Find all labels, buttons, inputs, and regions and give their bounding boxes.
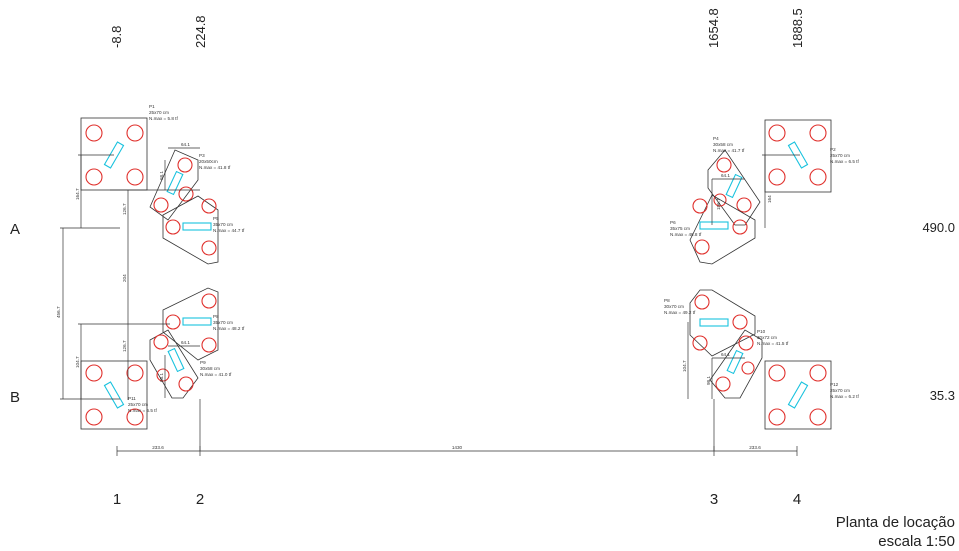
row-label-a: A [10, 221, 20, 238]
pile-cap-p6: P6 35x75 cm N.max = 48.8 tf [670, 194, 756, 265]
cap-p11-name: P11 [128, 396, 136, 401]
col-label-3: 3 [710, 491, 718, 508]
cap-p5-load: N.max = 44.7 tf [213, 228, 245, 233]
dim-bottom-right: 233.6 [749, 445, 761, 450]
cap-p1-name: P1 [149, 104, 155, 109]
cap-p5-size: 35x70 cm [213, 222, 233, 227]
x-coord-4: 1888.5 [790, 8, 805, 48]
cap-p3-load: N.max = 41.8 tf [199, 165, 231, 170]
dim-left-bottom: 104.7 [75, 356, 80, 368]
cap-p5-name: P5 [213, 216, 219, 221]
left-dimensions: 456.7 164.7 104.7 126.7 204 126.7 64.1 6… [56, 142, 200, 400]
cap-p11-load: N.max = 6.5 tf [128, 408, 157, 413]
cap-p12-name: P12 [830, 382, 839, 387]
col-label-2: 2 [196, 491, 204, 508]
row-label-b: B [10, 389, 20, 406]
dim-bottom-mid: 1430 [452, 445, 463, 450]
dim-right-e: 98.1 [706, 376, 711, 385]
cap-p11-size: 25x70 cm [128, 402, 148, 407]
dim-right-c: 64.1 [721, 352, 730, 357]
dim-right-d: 104.7 [682, 360, 687, 372]
plan-title: Planta de locação [836, 514, 955, 531]
cap-p4-name: P4 [713, 136, 719, 141]
pile-cap-p5: P5 35x70 cm N.max = 44.7 tf [162, 195, 245, 265]
cap-p12-load: N.max = 6.2 tf [830, 394, 859, 399]
cap-p9-load: N.max = 41.0 tf [200, 372, 232, 377]
cap-p4-size: 30x58 cm [713, 142, 733, 147]
y-coord-a: 490.0 [922, 220, 955, 235]
dim-bottom-left: 233.6 [152, 445, 164, 450]
cap-p2-name: P2 [830, 147, 836, 152]
dim-right-a: 64.1 [721, 173, 730, 178]
dim-cap-d1: 64.1 [181, 142, 190, 147]
col-label-4: 4 [793, 491, 801, 508]
dim-cap-d3: 64.1 [181, 340, 190, 345]
pile-cap-p12: P12 25x70 cm N.max = 6.2 tf [764, 360, 859, 430]
cap-p4-load: N.max = 41.7 tf [713, 148, 745, 153]
pile-cap-p9: P9 30x58 cm N.max = 41.0 tf [149, 329, 232, 399]
plan-scale: escala 1:50 [878, 533, 955, 550]
pile-cap-p10: P10 30x72 cm N.max = 41.5 tf [709, 329, 789, 399]
cap-p2-size: 25x70 cm [830, 153, 850, 158]
dim-left-total: 456.7 [56, 306, 61, 318]
pile-cap-p3: P3 20x50cm N.max = 41.8 tf [149, 149, 231, 221]
x-coord-1: -8.8 [109, 26, 124, 48]
dim-cap-d4: 68.1 [159, 373, 164, 382]
x-coord-2: 224.8 [193, 15, 208, 48]
pile-cap-p8-left: P8 35x70 cm N.max = 48.2 tf [162, 287, 245, 361]
pile-cap-p2: P2 25x70 cm N.max = 6.5 tf [764, 119, 859, 193]
y-coord-b: 35.3 [930, 388, 955, 403]
dim-left-top: 164.7 [75, 188, 80, 200]
dim-cap-d2: 68.1 [159, 171, 164, 180]
dim-inner-mid: 204 [122, 274, 127, 282]
cap-p12-size: 25x70 cm [830, 388, 850, 393]
cap-p6-size: 35x75 cm [670, 226, 690, 231]
cap-p10-load: N.max = 41.5 tf [757, 341, 789, 346]
cap-p8r-name: P8 [664, 298, 670, 303]
cap-p8l-size: 35x70 cm [213, 320, 233, 325]
cap-p1-size: 25x70 cm [149, 110, 169, 115]
dim-inner-top: 126.7 [122, 203, 127, 215]
pile-cap-p8-right: P8 30x70 cm N.max = 49.2 tf [664, 289, 756, 357]
cap-p10-size: 30x72 cm [757, 335, 777, 340]
dim-right-top: 164 [767, 195, 772, 203]
cap-p8r-load: N.max = 49.2 tf [664, 310, 696, 315]
right-dimensions: 64.1 156.7 164 64.1 104.7 98.1 [682, 154, 800, 399]
cap-p9-size: 30x58 cm [200, 366, 220, 371]
pile-cap-p4: P4 30x58 cm N.max = 41.7 tf [707, 136, 761, 226]
cap-p10-name: P10 [757, 329, 766, 334]
cap-p6-load: N.max = 48.8 tf [670, 232, 702, 237]
cap-p8l-load: N.max = 48.2 tf [213, 326, 245, 331]
pile-cap-p11: P11 25x70 cm N.max = 6.5 tf [80, 360, 157, 430]
cap-p6-name: P6 [670, 220, 676, 225]
dim-inner-bottom: 126.7 [122, 340, 127, 352]
cap-p1-load: N.max = 5.8 tf [149, 116, 178, 121]
bottom-dimensions: 233.6 1430 233.6 [116, 399, 798, 456]
cap-p3-size: 20x50cm [199, 159, 218, 164]
dim-right-b: 156.7 [716, 198, 721, 210]
cap-p8r-size: 30x70 cm [664, 304, 684, 309]
x-coord-3: 1654.8 [706, 8, 721, 48]
cap-p3-name: P3 [199, 153, 205, 158]
cap-p9-name: P9 [200, 360, 206, 365]
cap-p8l-name: P8 [213, 314, 219, 319]
col-label-1: 1 [113, 491, 121, 508]
cap-p2-load: N.max = 6.5 tf [830, 159, 859, 164]
